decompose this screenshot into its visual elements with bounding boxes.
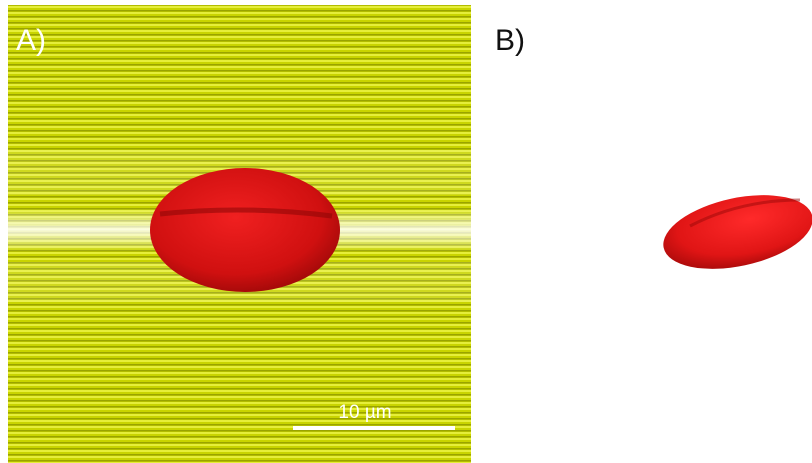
panel-a: A) 10 µm — [8, 5, 471, 463]
scale-label: 10 µm — [338, 402, 391, 423]
panel-b: B) — [495, 24, 812, 281]
panel-label: B) — [495, 24, 525, 57]
particle — [657, 183, 812, 281]
figure: A) 10 µm B) — [0, 0, 812, 463]
panel-label: A) — [16, 24, 46, 57]
particle — [150, 168, 340, 292]
